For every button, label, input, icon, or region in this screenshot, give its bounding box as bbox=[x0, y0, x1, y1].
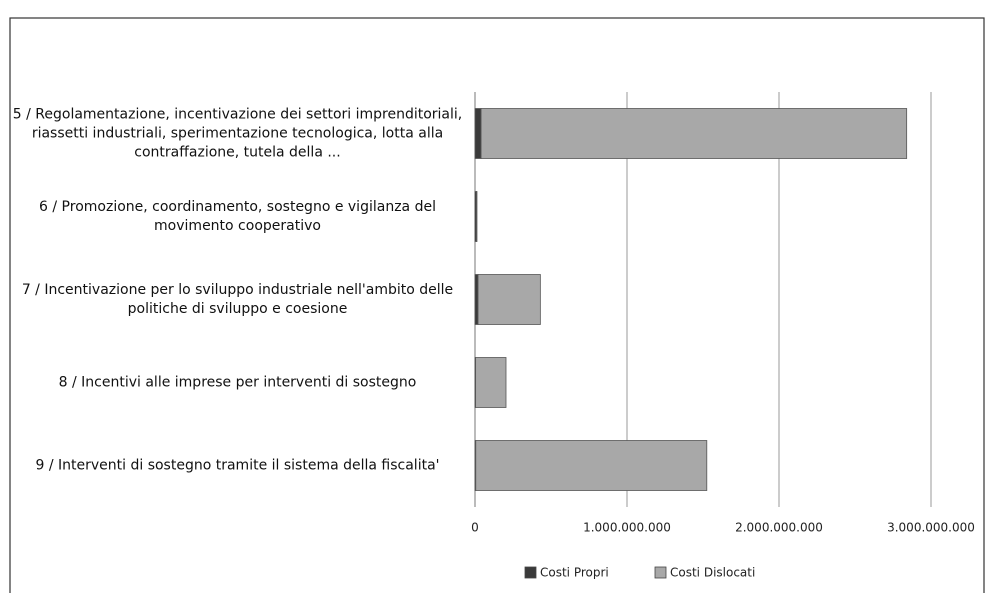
y-tick-label: 6 / Promozione, coordinamento, sostegno … bbox=[39, 198, 436, 234]
y-tick-label: 9 / Interventi di sostegno tramite il si… bbox=[35, 457, 440, 473]
x-tick-label: 1.000.000.000 bbox=[583, 521, 671, 535]
bar bbox=[475, 357, 507, 408]
y-tick-label: 7 / Incentivazione per lo sviluppo indus… bbox=[21, 281, 454, 317]
legend-swatch bbox=[654, 566, 667, 579]
x-tick-label: 3.000.000.000 bbox=[887, 521, 975, 535]
bar bbox=[480, 108, 908, 159]
bar bbox=[475, 440, 708, 491]
bar bbox=[474, 274, 479, 325]
legend-label: Costi Dislocati bbox=[670, 566, 755, 580]
y-tick-label: 8 / Incentivi alle imprese per intervent… bbox=[58, 374, 417, 390]
bar bbox=[477, 274, 541, 325]
legend-swatch bbox=[524, 566, 537, 579]
x-tick-label: 0 bbox=[471, 521, 479, 535]
bar bbox=[474, 108, 482, 159]
x-tick-label: 2.000.000.000 bbox=[735, 521, 823, 535]
chart-border bbox=[9, 17, 985, 593]
legend-label: Costi Propri bbox=[540, 566, 609, 580]
y-tick-label: 5 / Regolamentazione, incentivazione dei… bbox=[12, 106, 463, 160]
